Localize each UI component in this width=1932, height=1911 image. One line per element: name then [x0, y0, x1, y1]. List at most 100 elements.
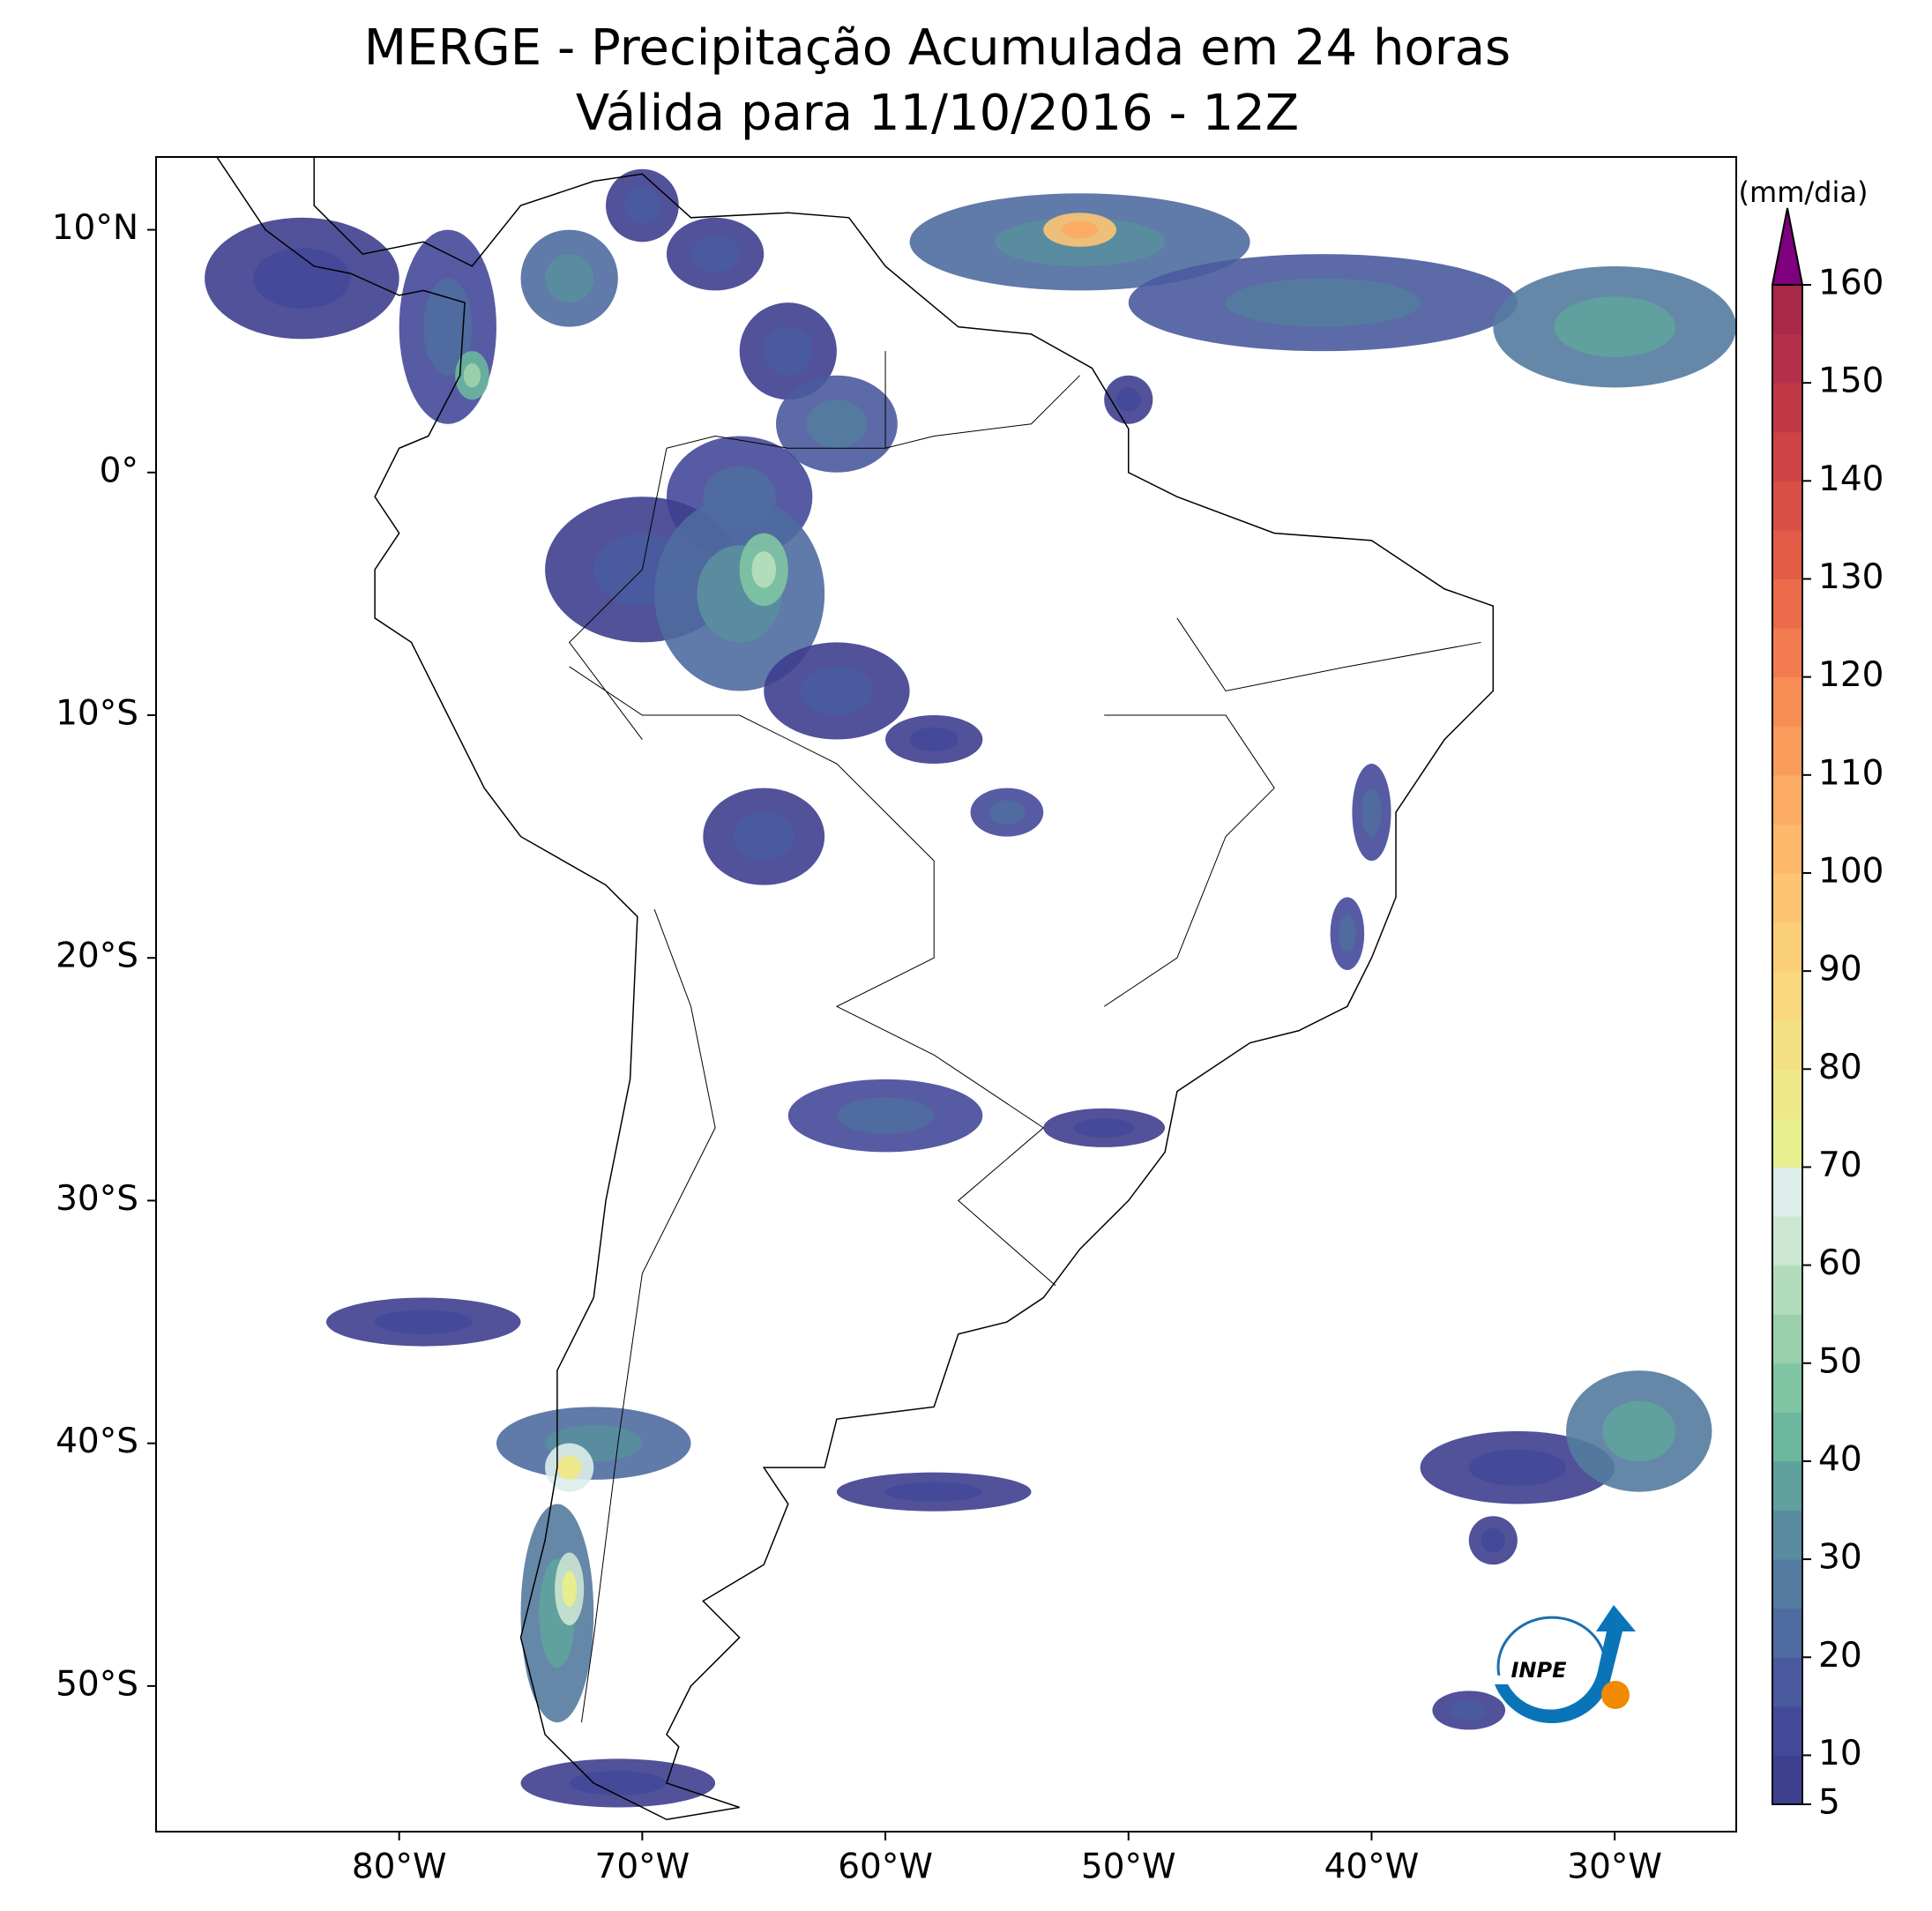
- colorbar-band: [1772, 529, 1802, 579]
- precip-core: [1481, 1527, 1506, 1553]
- precip-core: [375, 1310, 473, 1334]
- precip-core: [1115, 387, 1141, 412]
- colorbar-band: [1772, 1167, 1802, 1217]
- colorbar-band: [1772, 579, 1802, 629]
- colorbar-tick-label: 100: [1818, 851, 1884, 891]
- precip-core: [463, 362, 481, 388]
- logo-arrow: [1495, 1605, 1636, 1724]
- y-tick-label: 10°N: [52, 208, 138, 248]
- colorbar-band: [1772, 1362, 1802, 1413]
- x-tick-label: 40°W: [1324, 1848, 1420, 1887]
- colorbar-band: [1772, 774, 1802, 825]
- colorbar-band: [1772, 676, 1802, 727]
- colorbar-tick-label: 80: [1818, 1048, 1862, 1087]
- colorbar-band: [1772, 1019, 1802, 1070]
- colorbar-tick-label: 20: [1818, 1636, 1862, 1676]
- colorbar-tick-label: 140: [1818, 459, 1884, 499]
- coastline: [216, 157, 1495, 1821]
- colorbar-band: [1772, 383, 1802, 433]
- colorbar-label: (mm/dia): [1739, 175, 1869, 209]
- precip-core: [1073, 1117, 1135, 1138]
- subtitle: Válida para 11/10/2016 - 12Z: [576, 85, 1299, 142]
- colorbar-band: [1772, 824, 1802, 874]
- colorbar-tick-label: 50: [1818, 1341, 1862, 1381]
- border: [1176, 617, 1481, 692]
- colorbar-band: [1772, 1314, 1802, 1364]
- colorbar-extend: [1771, 207, 1804, 286]
- y-tick-label: 40°S: [56, 1422, 138, 1461]
- border: [569, 666, 1056, 1287]
- colorbar-band: [1772, 1608, 1802, 1658]
- border: [580, 908, 716, 1723]
- colorbar-frame: [1772, 284, 1803, 1805]
- colorbar-tick-label: 110: [1818, 753, 1884, 793]
- y-tick-label: 30°S: [56, 1179, 138, 1219]
- y-tick-label: 10°S: [56, 694, 138, 734]
- precip-core: [1361, 788, 1382, 837]
- colorbar-band: [1772, 922, 1802, 972]
- border: [666, 351, 886, 449]
- colorbar-tick-label: 60: [1818, 1243, 1862, 1283]
- x-tick-label: 70°W: [595, 1848, 690, 1887]
- colorbar-tick-label: 30: [1818, 1538, 1862, 1578]
- map-frame: [155, 156, 1737, 1833]
- inpe-logo: INPE: [1495, 1605, 1636, 1724]
- title: MERGE - Precipitação Acumulada em 24 hor…: [364, 19, 1511, 77]
- precip-core: [800, 666, 874, 715]
- precip-core: [690, 235, 740, 272]
- precip-core: [569, 1771, 667, 1795]
- precip-core: [751, 551, 777, 588]
- border: [569, 448, 668, 740]
- precip-core: [1061, 220, 1099, 239]
- precip-core: [909, 727, 959, 752]
- logo-text: INPE: [1511, 1658, 1568, 1683]
- precip-core: [1339, 915, 1356, 952]
- colorbar-tick-label: 40: [1818, 1439, 1862, 1479]
- colorbar-band: [1772, 1117, 1802, 1168]
- colorbar-band: [1772, 1706, 1802, 1756]
- colorbar-band: [1772, 1412, 1802, 1462]
- colorbar-tick-label: 10: [1818, 1734, 1862, 1773]
- x-tick-label: 30°W: [1567, 1848, 1662, 1887]
- x-tick-label: 60°W: [838, 1848, 933, 1887]
- precip-core: [764, 326, 813, 376]
- colorbar-tick-label: 70: [1818, 1146, 1862, 1185]
- colorbar-band: [1772, 1216, 1802, 1266]
- colorbar-band: [1772, 1069, 1802, 1119]
- colorbar-band: [1772, 1460, 1802, 1512]
- colorbar-band: [1772, 1559, 1802, 1609]
- y-tick-label: 20°S: [56, 937, 138, 976]
- map-area: [205, 157, 1736, 1821]
- colorbar-band: [1772, 285, 1802, 335]
- precip-core: [1554, 296, 1676, 358]
- precip-core: [733, 812, 794, 862]
- colorbar-tick-label: 160: [1818, 264, 1884, 303]
- precip-core: [1602, 1400, 1676, 1462]
- colorbar-tick-label: 120: [1818, 655, 1884, 695]
- precip-core: [806, 399, 868, 449]
- colorbar-band: [1772, 971, 1802, 1021]
- colorbar-band: [1772, 872, 1802, 923]
- precip-core: [623, 187, 661, 224]
- precip-core: [836, 1097, 935, 1134]
- colorbar-band: [1772, 1755, 1802, 1805]
- precip-core: [1226, 278, 1421, 327]
- precip-core: [556, 1455, 582, 1480]
- border: [884, 375, 1080, 449]
- colorbar-tick-label: 5: [1818, 1783, 1840, 1823]
- precip-core: [423, 278, 473, 376]
- colorbar-band: [1772, 333, 1802, 384]
- precip-core: [1451, 1700, 1488, 1721]
- x-tick-label: 50°W: [1081, 1848, 1176, 1887]
- precip-core: [545, 254, 594, 303]
- precip-core: [253, 248, 351, 310]
- precip-core: [562, 1571, 577, 1608]
- precip-core: [885, 1482, 983, 1502]
- y-tick-label: 50°S: [56, 1664, 138, 1704]
- y-tick-label: 0°: [100, 451, 138, 490]
- colorbar-band: [1772, 431, 1802, 481]
- colorbar-band: [1772, 481, 1802, 531]
- precip-core: [988, 800, 1026, 825]
- logo-sun: [1601, 1681, 1630, 1709]
